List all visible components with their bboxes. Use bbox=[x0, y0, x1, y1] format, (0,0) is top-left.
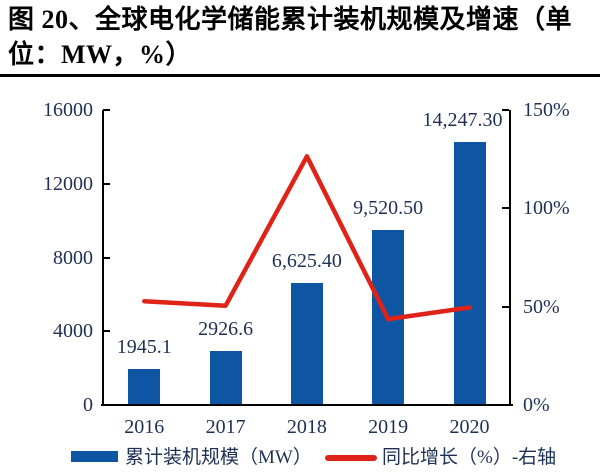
y-axis-tick-label: 16000 bbox=[43, 99, 93, 121]
secondary-y-axis-tick-label: 0% bbox=[523, 394, 550, 416]
bar-value-label: 1945.1 bbox=[116, 336, 172, 359]
left-axis-tick bbox=[103, 182, 110, 185]
left-y-axis bbox=[101, 110, 104, 406]
figure-title: 图 20、全球电化学储能累计装机规模及增速（单位：MW，%） bbox=[8, 5, 573, 69]
legend-line-swatch bbox=[325, 455, 377, 461]
right-axis-tick bbox=[502, 109, 510, 111]
bar-2016 bbox=[128, 369, 161, 405]
y-axis-tick-label: 8000 bbox=[53, 246, 93, 269]
secondary-y-axis-tick-label: 100% bbox=[523, 197, 570, 220]
x-axis bbox=[101, 403, 513, 407]
x-axis-label-2017: 2017 bbox=[205, 416, 246, 438]
bar-value-label: 9,520.50 bbox=[353, 196, 424, 219]
bar-2020 bbox=[453, 142, 486, 405]
left-axis-tick bbox=[103, 256, 110, 259]
bar-2018 bbox=[290, 282, 323, 405]
secondary-y-axis-tick-label: 150% bbox=[523, 99, 570, 121]
legend-bar-swatch bbox=[71, 451, 118, 462]
title-divider bbox=[0, 74, 600, 77]
bar-value-label: 2926.6 bbox=[198, 318, 254, 340]
bar-value-label: 6,625.40 bbox=[271, 249, 342, 272]
right-axis-tick bbox=[502, 207, 510, 210]
x-axis-label-2020: 2020 bbox=[449, 416, 490, 438]
right-axis-tick bbox=[502, 305, 510, 308]
x-axis-label-2019: 2019 bbox=[368, 416, 409, 438]
bar-value-label: 14,247.30 bbox=[422, 109, 503, 132]
right-y-axis bbox=[509, 110, 512, 406]
left-axis-tick bbox=[103, 330, 110, 333]
y-axis-tick-label: 0 bbox=[83, 394, 93, 416]
y-axis-tick-label: 12000 bbox=[43, 172, 93, 195]
bar-2019 bbox=[372, 229, 405, 405]
x-axis-label-2018: 2018 bbox=[286, 416, 327, 438]
bar-2017 bbox=[209, 351, 242, 405]
y-axis-tick-label: 4000 bbox=[53, 320, 93, 343]
left-axis-tick bbox=[103, 109, 110, 111]
legend-label-installed-capacity: 累计装机规模（MW） bbox=[125, 447, 312, 468]
legend-label-yoy-growth: 同比增长（%）-右轴 bbox=[382, 447, 557, 468]
secondary-y-axis-tick-label: 50% bbox=[523, 295, 560, 318]
x-axis-label-2016: 2016 bbox=[124, 416, 165, 438]
